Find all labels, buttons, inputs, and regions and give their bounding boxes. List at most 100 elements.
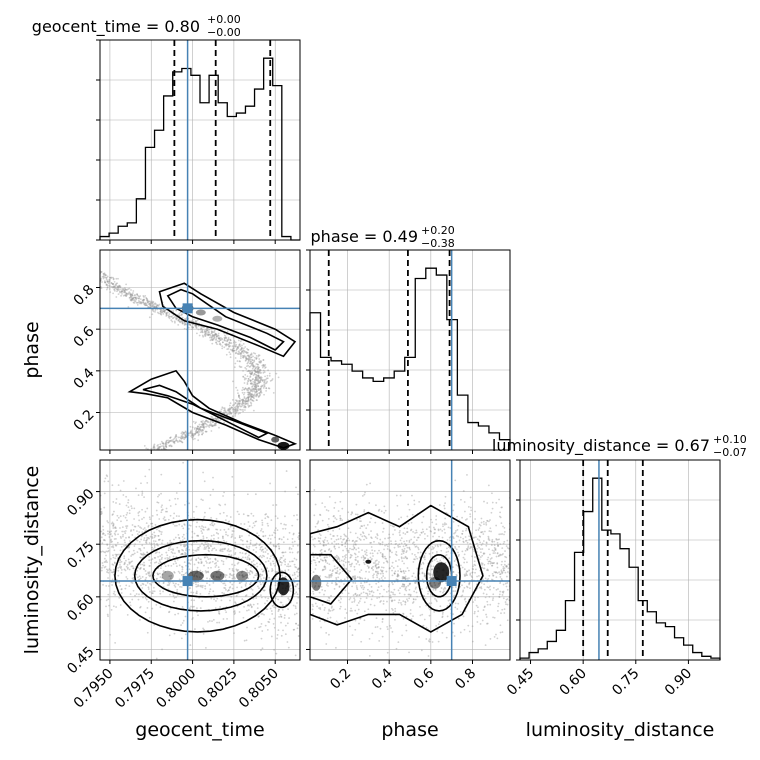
sample-point	[161, 442, 164, 445]
sample-point	[351, 585, 354, 588]
sample-point	[115, 288, 118, 291]
sample-point	[414, 581, 416, 584]
sample-point	[137, 512, 140, 514]
sample-point	[244, 359, 247, 362]
sample-point	[261, 581, 264, 584]
sample-point	[161, 648, 163, 651]
sample-point	[127, 506, 130, 509]
sample-point	[215, 562, 218, 564]
sample-point	[208, 592, 210, 595]
sample-point	[200, 561, 203, 564]
sample-point	[259, 377, 261, 380]
sample-point	[487, 537, 490, 540]
sample-point	[232, 410, 235, 413]
sample-point	[247, 370, 250, 373]
sample-point	[250, 604, 252, 607]
sample-point	[506, 547, 509, 549]
sample-point	[116, 282, 119, 285]
sample-point	[138, 297, 140, 300]
sample-point	[229, 345, 232, 347]
sample-point	[231, 404, 234, 407]
sample-point	[476, 538, 479, 541]
sample-point	[468, 582, 471, 584]
sample-point	[360, 592, 363, 595]
sample-point	[149, 302, 152, 305]
sample-point	[229, 516, 232, 518]
sample-point	[242, 513, 245, 516]
sample-point	[159, 561, 162, 564]
sample-point	[74, 256, 76, 258]
sample-point	[213, 594, 215, 597]
sample-point	[498, 593, 501, 596]
sample-point	[109, 633, 112, 636]
sample-point	[172, 555, 175, 558]
sample-point	[469, 573, 472, 576]
sample-point	[406, 527, 409, 530]
sample-point	[265, 377, 268, 380]
sample-point	[138, 547, 140, 550]
sample-point	[423, 532, 426, 535]
sample-point	[328, 496, 331, 498]
sample-point	[412, 615, 414, 618]
sample-point	[262, 387, 265, 389]
sample-point	[240, 355, 242, 358]
sample-point	[354, 577, 357, 580]
sample-point	[381, 618, 384, 621]
sample-point	[399, 539, 402, 542]
sample-point	[143, 496, 145, 498]
sample-point	[210, 522, 213, 525]
sample-point	[434, 532, 436, 534]
sample-point	[178, 440, 181, 443]
sample-point	[256, 370, 259, 373]
sample-point	[101, 566, 103, 569]
sample-point	[257, 389, 260, 392]
sample-point	[101, 533, 104, 535]
sample-point	[229, 338, 232, 341]
sample-point	[272, 391, 275, 394]
sample-point	[462, 490, 465, 492]
sample-point	[467, 505, 470, 508]
sample-point	[213, 424, 216, 427]
sample-point	[502, 552, 504, 555]
sample-point	[495, 537, 498, 540]
sample-point	[85, 266, 87, 268]
sample-point	[218, 419, 221, 422]
panel-hist-geocent-time	[96, 39, 301, 244]
sample-point	[200, 558, 202, 561]
sample-point	[253, 369, 256, 372]
sample-point	[245, 400, 248, 403]
sample-point	[255, 597, 258, 599]
sample-point	[350, 607, 352, 610]
sample-point	[229, 407, 232, 410]
title-phase: phase = 0.49 +0.20 −0.38	[311, 224, 455, 250]
sample-point	[119, 558, 122, 561]
sample-point	[144, 302, 147, 305]
sample-point	[96, 273, 98, 275]
sample-point	[83, 265, 85, 267]
sample-point	[325, 584, 328, 586]
sample-point	[225, 353, 228, 356]
sample-point	[194, 325, 197, 328]
sample-point	[190, 320, 193, 322]
sample-point	[363, 535, 366, 537]
sample-point	[376, 570, 379, 573]
sample-point	[151, 514, 154, 517]
sample-point	[68, 250, 70, 252]
sample-point	[201, 331, 204, 334]
sample-point	[487, 556, 490, 559]
sample-point	[216, 335, 219, 338]
sample-point	[238, 343, 241, 346]
sample-point	[252, 355, 254, 358]
sample-point	[139, 301, 142, 304]
sample-point	[141, 508, 143, 511]
sample-point	[112, 278, 115, 281]
sample-point	[224, 343, 227, 346]
sample-point	[352, 545, 355, 547]
sample-point	[177, 612, 180, 615]
sample-point	[259, 543, 262, 546]
sample-point	[88, 268, 90, 270]
sample-point	[507, 571, 509, 573]
sample-point	[121, 290, 124, 293]
sample-point	[361, 577, 364, 580]
sample-point	[219, 549, 221, 552]
